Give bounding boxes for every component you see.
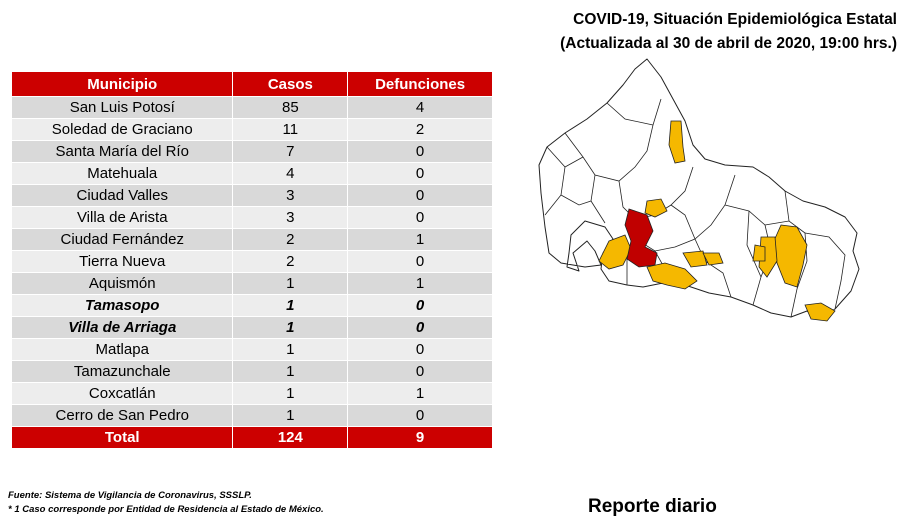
page-title: COVID-19, Situación Epidemiológica Estat… [573, 11, 897, 28]
municipio-cell: Tierra Nueva [10, 250, 234, 273]
defunciones-cell: 0 [347, 184, 493, 207]
title-block: COVID-19, Situación Epidemiológica Estat… [560, 8, 897, 56]
casos-cell: 3 [232, 184, 349, 207]
municipio-cell: San Luis Potosí [10, 96, 234, 119]
map-municipal-border [804, 232, 846, 310]
report-label: Reporte diario [588, 496, 717, 517]
map-municipal-border [544, 146, 566, 216]
defunciones-cell: 0 [347, 162, 493, 185]
casos-cell: 1 [232, 382, 349, 405]
map-region-tamasopo [752, 244, 766, 262]
map-municipal-border [564, 156, 584, 168]
municipio-cell: Villa de Arista [10, 206, 234, 229]
casos-cell: 4 [232, 162, 349, 185]
map-region-ciudad-fernandez [702, 252, 724, 266]
table-row-new: Tamasopo 1 0 [10, 294, 493, 317]
map-municipal-border [560, 194, 592, 206]
municipio-cell: Santa María del Río [10, 140, 234, 163]
table-row: Aquismón 1 1 [10, 272, 493, 295]
defunciones-cell: 0 [347, 140, 493, 163]
defunciones-cell: 0 [347, 294, 493, 317]
municipio-cell: Ciudad Valles [10, 184, 234, 207]
defunciones-cell: 4 [347, 96, 493, 119]
table-row: Soledad de Graciano 11 2 [10, 118, 493, 141]
table-row: Santa María del Río 7 0 [10, 140, 493, 163]
casos-cell: 1 [232, 272, 349, 295]
map-municipal-border [670, 204, 696, 240]
map-region-tierra-nueva [598, 234, 632, 270]
defunciones-cell: 0 [347, 404, 493, 427]
total-casos: 124 [232, 426, 349, 449]
footnote: Fuente: Sistema de Vigilancia de Coronav… [8, 489, 324, 517]
map-municipal-border [564, 98, 662, 182]
casos-cell: 3 [232, 206, 349, 229]
municipio-cell: Ciudad Fernández [10, 228, 234, 251]
municipio-cell: Tamazunchale [10, 360, 234, 383]
casos-cell: 1 [232, 294, 349, 317]
table-total-row: Total 124 9 [10, 426, 493, 449]
map-region-villa-de-arista [644, 198, 668, 218]
column-header-municipio: Municipio [10, 71, 234, 97]
casos-cell: 1 [232, 338, 349, 361]
municipio-cell: Coxcatlán [10, 382, 234, 405]
municipio-cell: Matlapa [10, 338, 234, 361]
defunciones-cell: 1 [347, 228, 493, 251]
map-region-santa-maria-del-rio [646, 262, 698, 290]
table-row-new: Villa de Arriaga 1 0 [10, 316, 493, 339]
casos-cell: 1 [232, 404, 349, 427]
casos-cell: 1 [232, 316, 349, 339]
casos-cell: 1 [232, 360, 349, 383]
casos-cell: 85 [232, 96, 349, 119]
map-municipal-border [746, 210, 762, 278]
table-row: Ciudad Valles 3 0 [10, 184, 493, 207]
municipio-cell: Aquismón [10, 272, 234, 295]
municipio-cell: Matehuala [10, 162, 234, 185]
defunciones-cell: 0 [347, 316, 493, 339]
column-header-casos: Casos [232, 71, 349, 97]
map-state-outline [538, 58, 860, 320]
defunciones-cell: 0 [347, 338, 493, 361]
casos-cell: 11 [232, 118, 349, 141]
map-municipal-border [694, 238, 732, 298]
footnote-source: Fuente: Sistema de Vigilancia de Coronav… [8, 490, 252, 501]
defunciones-cell: 0 [347, 250, 493, 273]
map-municipal-border [606, 102, 654, 126]
table-header-row: Municipio Casos Defunciones [10, 71, 493, 97]
footnote-note: * 1 Caso corresponde por Entidad de Resi… [8, 504, 324, 515]
table-row: Matlapa 1 0 [10, 338, 493, 361]
casos-cell: 2 [232, 228, 349, 251]
table-row: San Luis Potosí 85 4 [10, 96, 493, 119]
map-region-rioverde [682, 250, 708, 268]
table-row: Matehuala 4 0 [10, 162, 493, 185]
municipio-cell: Tamasopo [10, 294, 234, 317]
table-row: Cerro de San Pedro 1 0 [10, 404, 493, 427]
page-subtitle: (Actualizada al 30 de abril de 2020, 19:… [560, 35, 897, 52]
column-header-defunciones: Defunciones [347, 71, 493, 97]
casos-cell: 7 [232, 140, 349, 163]
total-label: Total [10, 426, 234, 449]
map-region-matehuala [668, 120, 686, 164]
cases-table: Municipio Casos Defunciones San Luis Pot… [10, 71, 493, 449]
defunciones-cell: 1 [347, 272, 493, 295]
state-map [538, 58, 860, 322]
defunciones-cell: 1 [347, 382, 493, 405]
municipio-cell: Cerro de San Pedro [10, 404, 234, 427]
table-row: Tierra Nueva 2 0 [10, 250, 493, 273]
map-municipal-border [784, 190, 790, 222]
table-row: Villa de Arista 3 0 [10, 206, 493, 229]
table-row: Coxcatlán 1 1 [10, 382, 493, 405]
defunciones-cell: 2 [347, 118, 493, 141]
municipio-cell: Soledad de Graciano [10, 118, 234, 141]
map-region-tamazunchale [804, 302, 836, 322]
table-row: Tamazunchale 1 0 [10, 360, 493, 383]
map-region-san-luis-potosi [624, 208, 658, 268]
casos-cell: 2 [232, 250, 349, 273]
defunciones-cell: 0 [347, 360, 493, 383]
total-defunciones: 9 [347, 426, 493, 449]
municipio-cell: Villa de Arriaga [10, 316, 234, 339]
table-row: Ciudad Fernández 2 1 [10, 228, 493, 251]
defunciones-cell: 0 [347, 206, 493, 229]
